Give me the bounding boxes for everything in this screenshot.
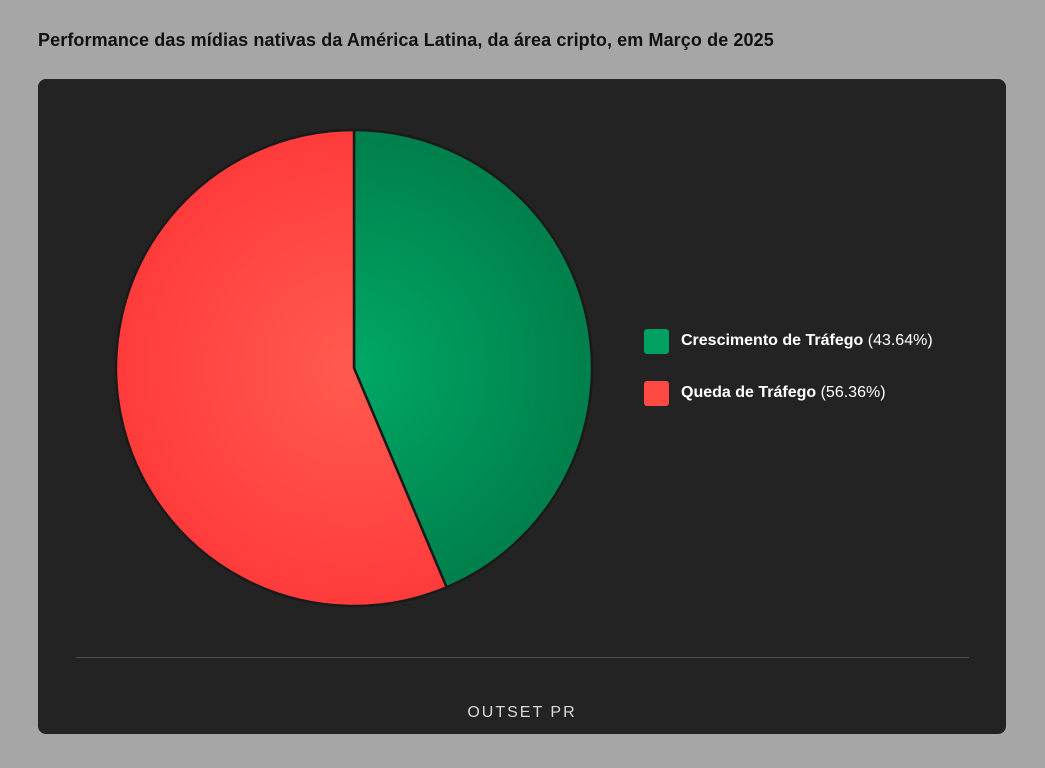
chart-title: Performance das mídias nativas da Améric… [38,30,774,50]
legend-label-queda: Queda de Tráfego (56.36%) [681,384,886,402]
legend-item-queda[interactable]: Queda de Tráfego (56.36%) [644,380,933,406]
legend: Crescimento de Tráfego (43.64%) Queda de… [644,328,933,432]
legend-value-queda: (56.36%) [820,384,886,401]
legend-label-crescimento: Crescimento de Tráfego (43.64%) [681,332,933,350]
chart-panel: Crescimento de Tráfego (43.64%) Queda de… [38,79,1006,734]
pie-chart [114,128,594,608]
divider [76,657,969,658]
legend-value-crescimento: (43.64%) [867,332,933,349]
pie-slice-crescimento[interactable] [352,128,594,589]
legend-swatch-crescimento [644,328,669,354]
legend-text-queda: Queda de Tráfego [681,384,817,401]
legend-swatch-queda [644,380,669,406]
pie-svg [114,128,594,608]
legend-item-crescimento[interactable]: Crescimento de Tráfego (43.64%) [644,328,933,354]
legend-text-crescimento: Crescimento de Tráfego [681,332,864,349]
brand-logo: OUTSET PR [467,704,577,721]
pie-slice-queda[interactable] [114,128,448,608]
